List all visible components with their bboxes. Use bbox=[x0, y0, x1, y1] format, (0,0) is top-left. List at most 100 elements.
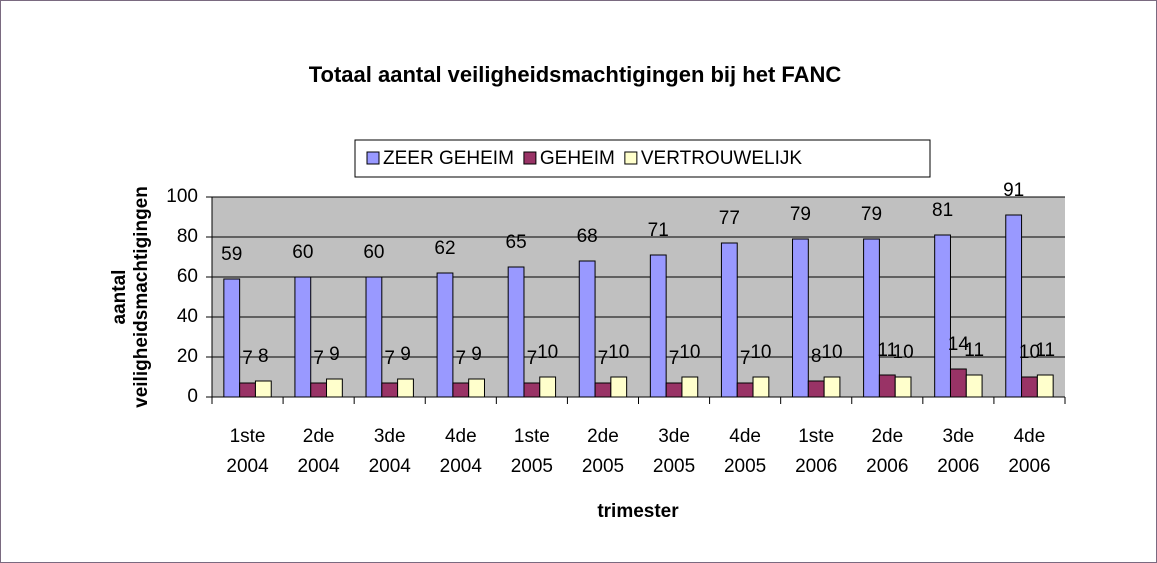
bar bbox=[863, 238, 880, 398]
x-tick-label: 4de bbox=[1014, 426, 1046, 447]
y-tick-label: 80 bbox=[177, 226, 198, 247]
data-label: 59 bbox=[221, 244, 242, 265]
x-tick-label: 2005 bbox=[511, 456, 553, 477]
x-tick-label: 2004 bbox=[369, 456, 412, 477]
y-axis-label-line: veiligheidsmachtigingen bbox=[131, 186, 152, 408]
data-label: 81 bbox=[932, 200, 953, 221]
data-label: 7 bbox=[313, 348, 324, 369]
legend-label: VERTROUWELIJK bbox=[641, 148, 803, 169]
x-tick-label: 3de bbox=[374, 426, 406, 447]
y-tick-label: 40 bbox=[177, 306, 198, 327]
bar bbox=[468, 378, 485, 398]
legend-swatch bbox=[523, 151, 537, 165]
x-tick-label: 2005 bbox=[724, 456, 766, 477]
data-label: 10 bbox=[1019, 342, 1040, 363]
bar bbox=[894, 376, 912, 398]
bar bbox=[381, 382, 399, 398]
bar bbox=[878, 374, 896, 398]
data-label: 7 bbox=[669, 348, 680, 369]
data-label: 7 bbox=[456, 348, 467, 369]
bar bbox=[965, 374, 983, 398]
data-label: 7 bbox=[384, 348, 395, 369]
data-label: 60 bbox=[292, 242, 313, 263]
bar bbox=[823, 376, 841, 398]
bar bbox=[539, 376, 557, 398]
x-tick-label: 3de bbox=[658, 426, 690, 447]
x-tick-label: 2005 bbox=[653, 456, 695, 477]
data-label: 7 bbox=[598, 348, 609, 369]
bar bbox=[310, 382, 328, 398]
data-label: 62 bbox=[434, 238, 455, 259]
data-label: 91 bbox=[1003, 180, 1024, 201]
bar bbox=[807, 380, 825, 398]
data-label: 10 bbox=[537, 342, 558, 363]
x-tick-label: 1ste bbox=[798, 426, 834, 447]
data-label: 8 bbox=[258, 346, 269, 367]
y-axis-label: aantal veiligheidsmachtigingen bbox=[109, 186, 152, 408]
y-tick-label: 0 bbox=[187, 386, 198, 407]
x-tick-label: 2006 bbox=[866, 456, 908, 477]
legend-label: ZEER GEHEIM bbox=[383, 148, 514, 169]
bar bbox=[326, 378, 343, 398]
x-tick-label: 2de bbox=[303, 426, 335, 447]
bar bbox=[294, 276, 312, 398]
x-tick-label: 4de bbox=[729, 426, 761, 447]
data-label: 10 bbox=[821, 342, 842, 363]
bar bbox=[594, 382, 612, 398]
data-label: 9 bbox=[400, 344, 411, 365]
data-label: 68 bbox=[577, 226, 598, 247]
data-label: 65 bbox=[506, 232, 527, 253]
data-label: 7 bbox=[527, 348, 538, 369]
bar bbox=[949, 368, 967, 398]
x-tick-label: 2004 bbox=[297, 456, 340, 477]
data-label: 79 bbox=[790, 204, 811, 225]
bar bbox=[223, 278, 241, 398]
bar bbox=[452, 382, 470, 398]
y-tick-label: 60 bbox=[177, 266, 198, 287]
data-label: 11 bbox=[877, 340, 897, 361]
x-tick-label: 2006 bbox=[795, 456, 837, 477]
x-tick-label: 1ste bbox=[230, 426, 266, 447]
x-tick-label: 2005 bbox=[582, 456, 624, 477]
bar bbox=[365, 276, 383, 398]
data-label: 10 bbox=[679, 342, 700, 363]
y-axis-label-line: aantal bbox=[109, 270, 130, 325]
bar bbox=[397, 378, 414, 398]
data-label: 79 bbox=[861, 204, 882, 225]
bar bbox=[254, 380, 272, 398]
legend-swatch bbox=[366, 151, 380, 165]
bar bbox=[578, 260, 596, 398]
bar bbox=[523, 382, 541, 398]
data-label: 11 bbox=[964, 340, 984, 361]
y-tick-label: 20 bbox=[177, 346, 198, 367]
data-label: 8 bbox=[811, 346, 822, 367]
data-label: 10 bbox=[893, 342, 914, 363]
legend-label: GEHEIM bbox=[540, 148, 615, 169]
plot-area bbox=[212, 197, 1065, 397]
data-label: 77 bbox=[719, 208, 740, 229]
bar bbox=[507, 266, 525, 398]
data-label: 14 bbox=[948, 334, 970, 355]
data-label: 9 bbox=[329, 344, 340, 365]
x-tick-label: 2006 bbox=[1008, 456, 1050, 477]
bar bbox=[436, 272, 454, 398]
x-axis-label: trimester bbox=[597, 501, 679, 522]
data-label: 11 bbox=[1035, 340, 1055, 361]
bar bbox=[649, 254, 667, 398]
bar bbox=[681, 376, 699, 398]
x-tick-label: 2006 bbox=[937, 456, 979, 477]
bar bbox=[792, 238, 809, 398]
x-tick-label: 2004 bbox=[226, 456, 269, 477]
x-tick-label: 2004 bbox=[440, 456, 483, 477]
data-label: 7 bbox=[242, 348, 253, 369]
bar bbox=[1005, 214, 1023, 398]
legend bbox=[354, 139, 931, 178]
data-label: 10 bbox=[750, 342, 771, 363]
data-label: 60 bbox=[363, 242, 384, 263]
x-tick-label: 1ste bbox=[514, 426, 550, 447]
bar bbox=[1021, 376, 1038, 398]
bar bbox=[736, 382, 754, 398]
data-label: 10 bbox=[608, 342, 629, 363]
x-tick-label: 2de bbox=[587, 426, 619, 447]
